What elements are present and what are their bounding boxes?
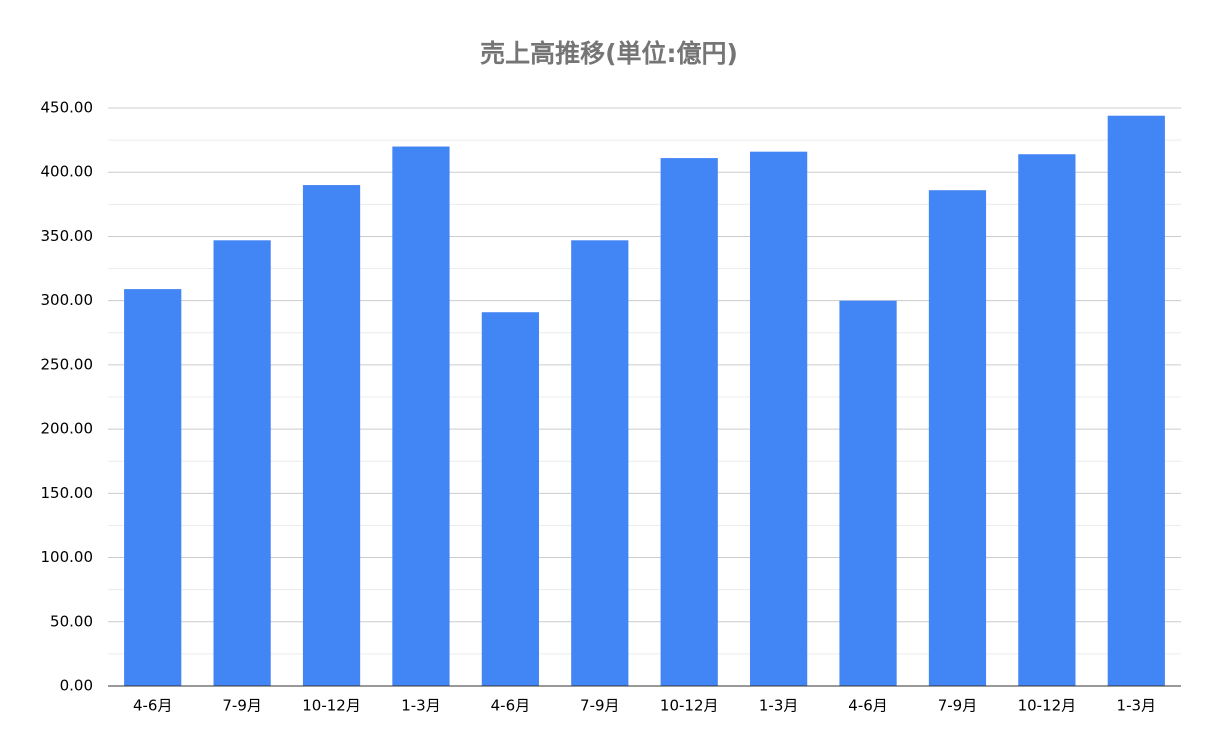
x-tick-label: 10-12月 (1018, 697, 1077, 715)
bar (928, 190, 987, 686)
y-tick-label: 300.00 (41, 291, 94, 309)
y-tick-label: 200.00 (41, 420, 94, 438)
x-tick-label: 10-12月 (302, 697, 361, 715)
chart-title: 売上高推移(単位:億円) (480, 39, 738, 68)
bar (839, 300, 897, 686)
y-tick-label: 450.00 (41, 99, 94, 117)
x-tick-label: 7-9月 (222, 697, 262, 715)
bar (1107, 115, 1165, 686)
x-tick-label: 4-6月 (848, 697, 888, 715)
bar (750, 151, 808, 686)
x-tick-label: 1-3月 (401, 697, 441, 715)
y-tick-label: 250.00 (41, 355, 94, 373)
y-tick-label: 350.00 (41, 227, 94, 245)
y-tick-label: 50.00 (50, 612, 93, 630)
bar (571, 240, 629, 686)
bar (481, 312, 539, 686)
bar (660, 158, 718, 687)
x-tick-label: 4-6月 (491, 697, 531, 715)
bar (1018, 154, 1076, 687)
bar (124, 289, 182, 686)
y-tick-label: 400.00 (41, 163, 94, 181)
x-tick-label: 1-3月 (759, 697, 799, 715)
y-tick-label: 0.00 (60, 677, 93, 695)
bar (213, 240, 271, 686)
x-tick-label: 4-6月 (133, 697, 173, 715)
x-tick-label: 1-3月 (1117, 697, 1157, 715)
x-tick-label: 7-9月 (580, 697, 620, 715)
x-tick-label: 10-12月 (660, 697, 719, 715)
bar (302, 185, 361, 687)
y-tick-label: 150.00 (41, 484, 94, 502)
y-tick-label: 100.00 (41, 548, 94, 566)
x-tick-label: 7-9月 (938, 697, 978, 715)
bar (392, 146, 450, 687)
